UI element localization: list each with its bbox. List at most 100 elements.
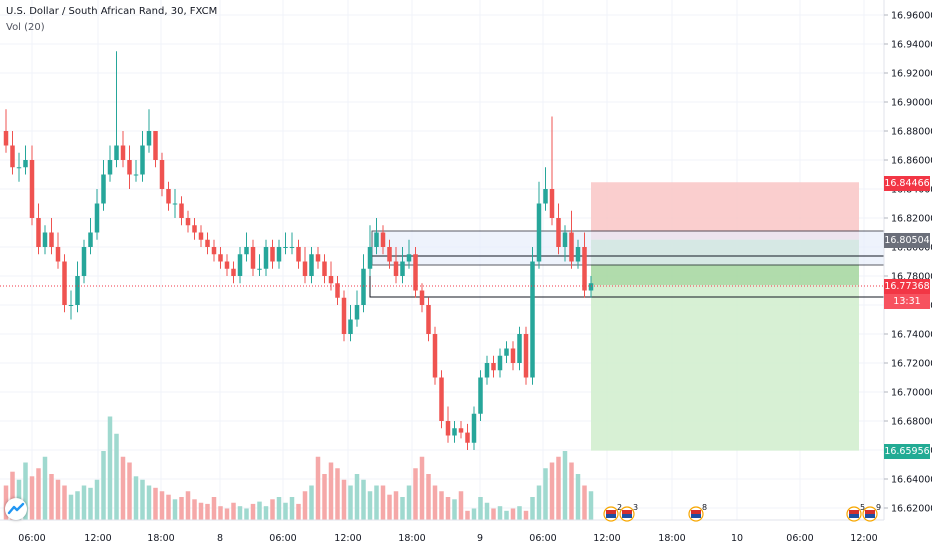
volume-bar [140, 479, 145, 520]
candle-body [88, 232, 93, 247]
candle-body [588, 283, 594, 291]
volume-bar [432, 485, 438, 520]
candle-body [315, 254, 321, 262]
time-tick-label: 12:00 [334, 533, 361, 544]
volume-bar [276, 497, 282, 520]
candle-body [361, 268, 366, 305]
volume-bar [55, 479, 61, 520]
event-flag-stripe [849, 514, 859, 518]
candle-body [23, 160, 28, 168]
price-tick-label: 16.78000 [891, 272, 932, 283]
volume-bar [127, 462, 132, 520]
volume-bar [68, 494, 74, 520]
candle-body [218, 254, 223, 262]
volume-bar [465, 510, 470, 520]
candle-body [562, 232, 568, 247]
candle-body [231, 268, 236, 276]
time-tick-label: 9 [477, 533, 483, 544]
volume-bar [120, 456, 126, 520]
candle-body [517, 334, 522, 363]
candle-body [419, 290, 425, 305]
volume-bar [257, 501, 262, 520]
candle-body [29, 160, 35, 218]
candle-body [426, 305, 431, 334]
price-tick-label: 16.64000 [891, 475, 932, 486]
candle-body [582, 247, 587, 291]
volume-bar [211, 497, 217, 520]
candle-body [120, 145, 126, 160]
volume-bar [146, 485, 152, 520]
candle-body [328, 276, 334, 284]
time-axis[interactable]: 06:00 12:00 18:00 8 06:00 12:00 18:00 9 06:00 12:… [18, 533, 877, 544]
candle-body [497, 355, 503, 371]
volume-bar [107, 416, 113, 520]
price-tick-label: 16.74000 [891, 330, 932, 341]
volume-bar [471, 508, 477, 520]
volume-bar [205, 503, 210, 520]
price-tick-label: 16.80000 [891, 243, 932, 254]
volume-bar [153, 487, 158, 520]
volume-bar [426, 474, 431, 520]
time-tick-label: 18:00 [147, 533, 174, 544]
range-rectangle-upper [371, 230, 885, 266]
volume-bar [491, 508, 496, 520]
time-tick-label: 10 [731, 533, 743, 544]
candle-body [400, 261, 405, 276]
volume-bar [439, 491, 444, 520]
time-tick-label: 06:00 [786, 533, 813, 544]
volume-bar [23, 462, 28, 520]
price-tick-label: 16.92000 [891, 69, 932, 80]
candle-body [569, 232, 574, 262]
volume-bar [322, 474, 327, 520]
event-count: 2 [617, 503, 622, 512]
candle-body [101, 174, 106, 204]
position-zones [369, 182, 885, 451]
candle-body [465, 432, 470, 443]
event-flag-stripe [849, 510, 859, 514]
candle-body [49, 232, 54, 247]
volume-bar [49, 474, 54, 520]
volume-bar [159, 491, 165, 520]
candle-body [250, 247, 256, 269]
candle-body [42, 232, 48, 247]
volume-bar [114, 433, 119, 520]
volume-bar [478, 497, 483, 520]
candle-body [491, 363, 496, 371]
candle-body [107, 160, 113, 175]
candle-body [523, 334, 529, 378]
tradingview-logo[interactable] [5, 498, 27, 520]
candle-body [575, 247, 581, 262]
volume-indicator-label[interactable]: Vol (20) [6, 22, 45, 33]
time-tick-label: 18:00 [658, 533, 685, 544]
volume-bar [341, 479, 347, 520]
volume-bar [556, 456, 561, 520]
volume-bar [231, 502, 236, 520]
event-flag-stripe [606, 514, 616, 518]
volume-bar [536, 485, 542, 520]
price-tick-label: 16.72000 [891, 359, 932, 370]
volume-bar [270, 499, 275, 520]
volume-bar [192, 499, 197, 520]
volume-bar [575, 474, 581, 520]
candle-body [504, 348, 509, 356]
volume-bar [75, 491, 80, 520]
candle-body [36, 218, 41, 247]
candle-body [81, 247, 87, 276]
volume-bar [88, 487, 93, 520]
candle-body [458, 428, 464, 433]
take-profit-zone [591, 285, 859, 451]
candle-body [543, 189, 548, 204]
candle-body [536, 203, 542, 262]
time-tick-label: 06:00 [269, 533, 296, 544]
volume-bar [504, 510, 509, 520]
candle-body [432, 334, 438, 378]
price-tick-label: 16.90000 [891, 98, 932, 109]
volume-bar [543, 468, 548, 520]
candle-body [55, 247, 61, 262]
economic-events[interactable]: 2 3 8 5 9 [603, 503, 881, 522]
candle-body [354, 305, 360, 320]
volume-bar [361, 479, 366, 520]
volume-bars [3, 416, 594, 520]
candle-body [413, 254, 418, 291]
